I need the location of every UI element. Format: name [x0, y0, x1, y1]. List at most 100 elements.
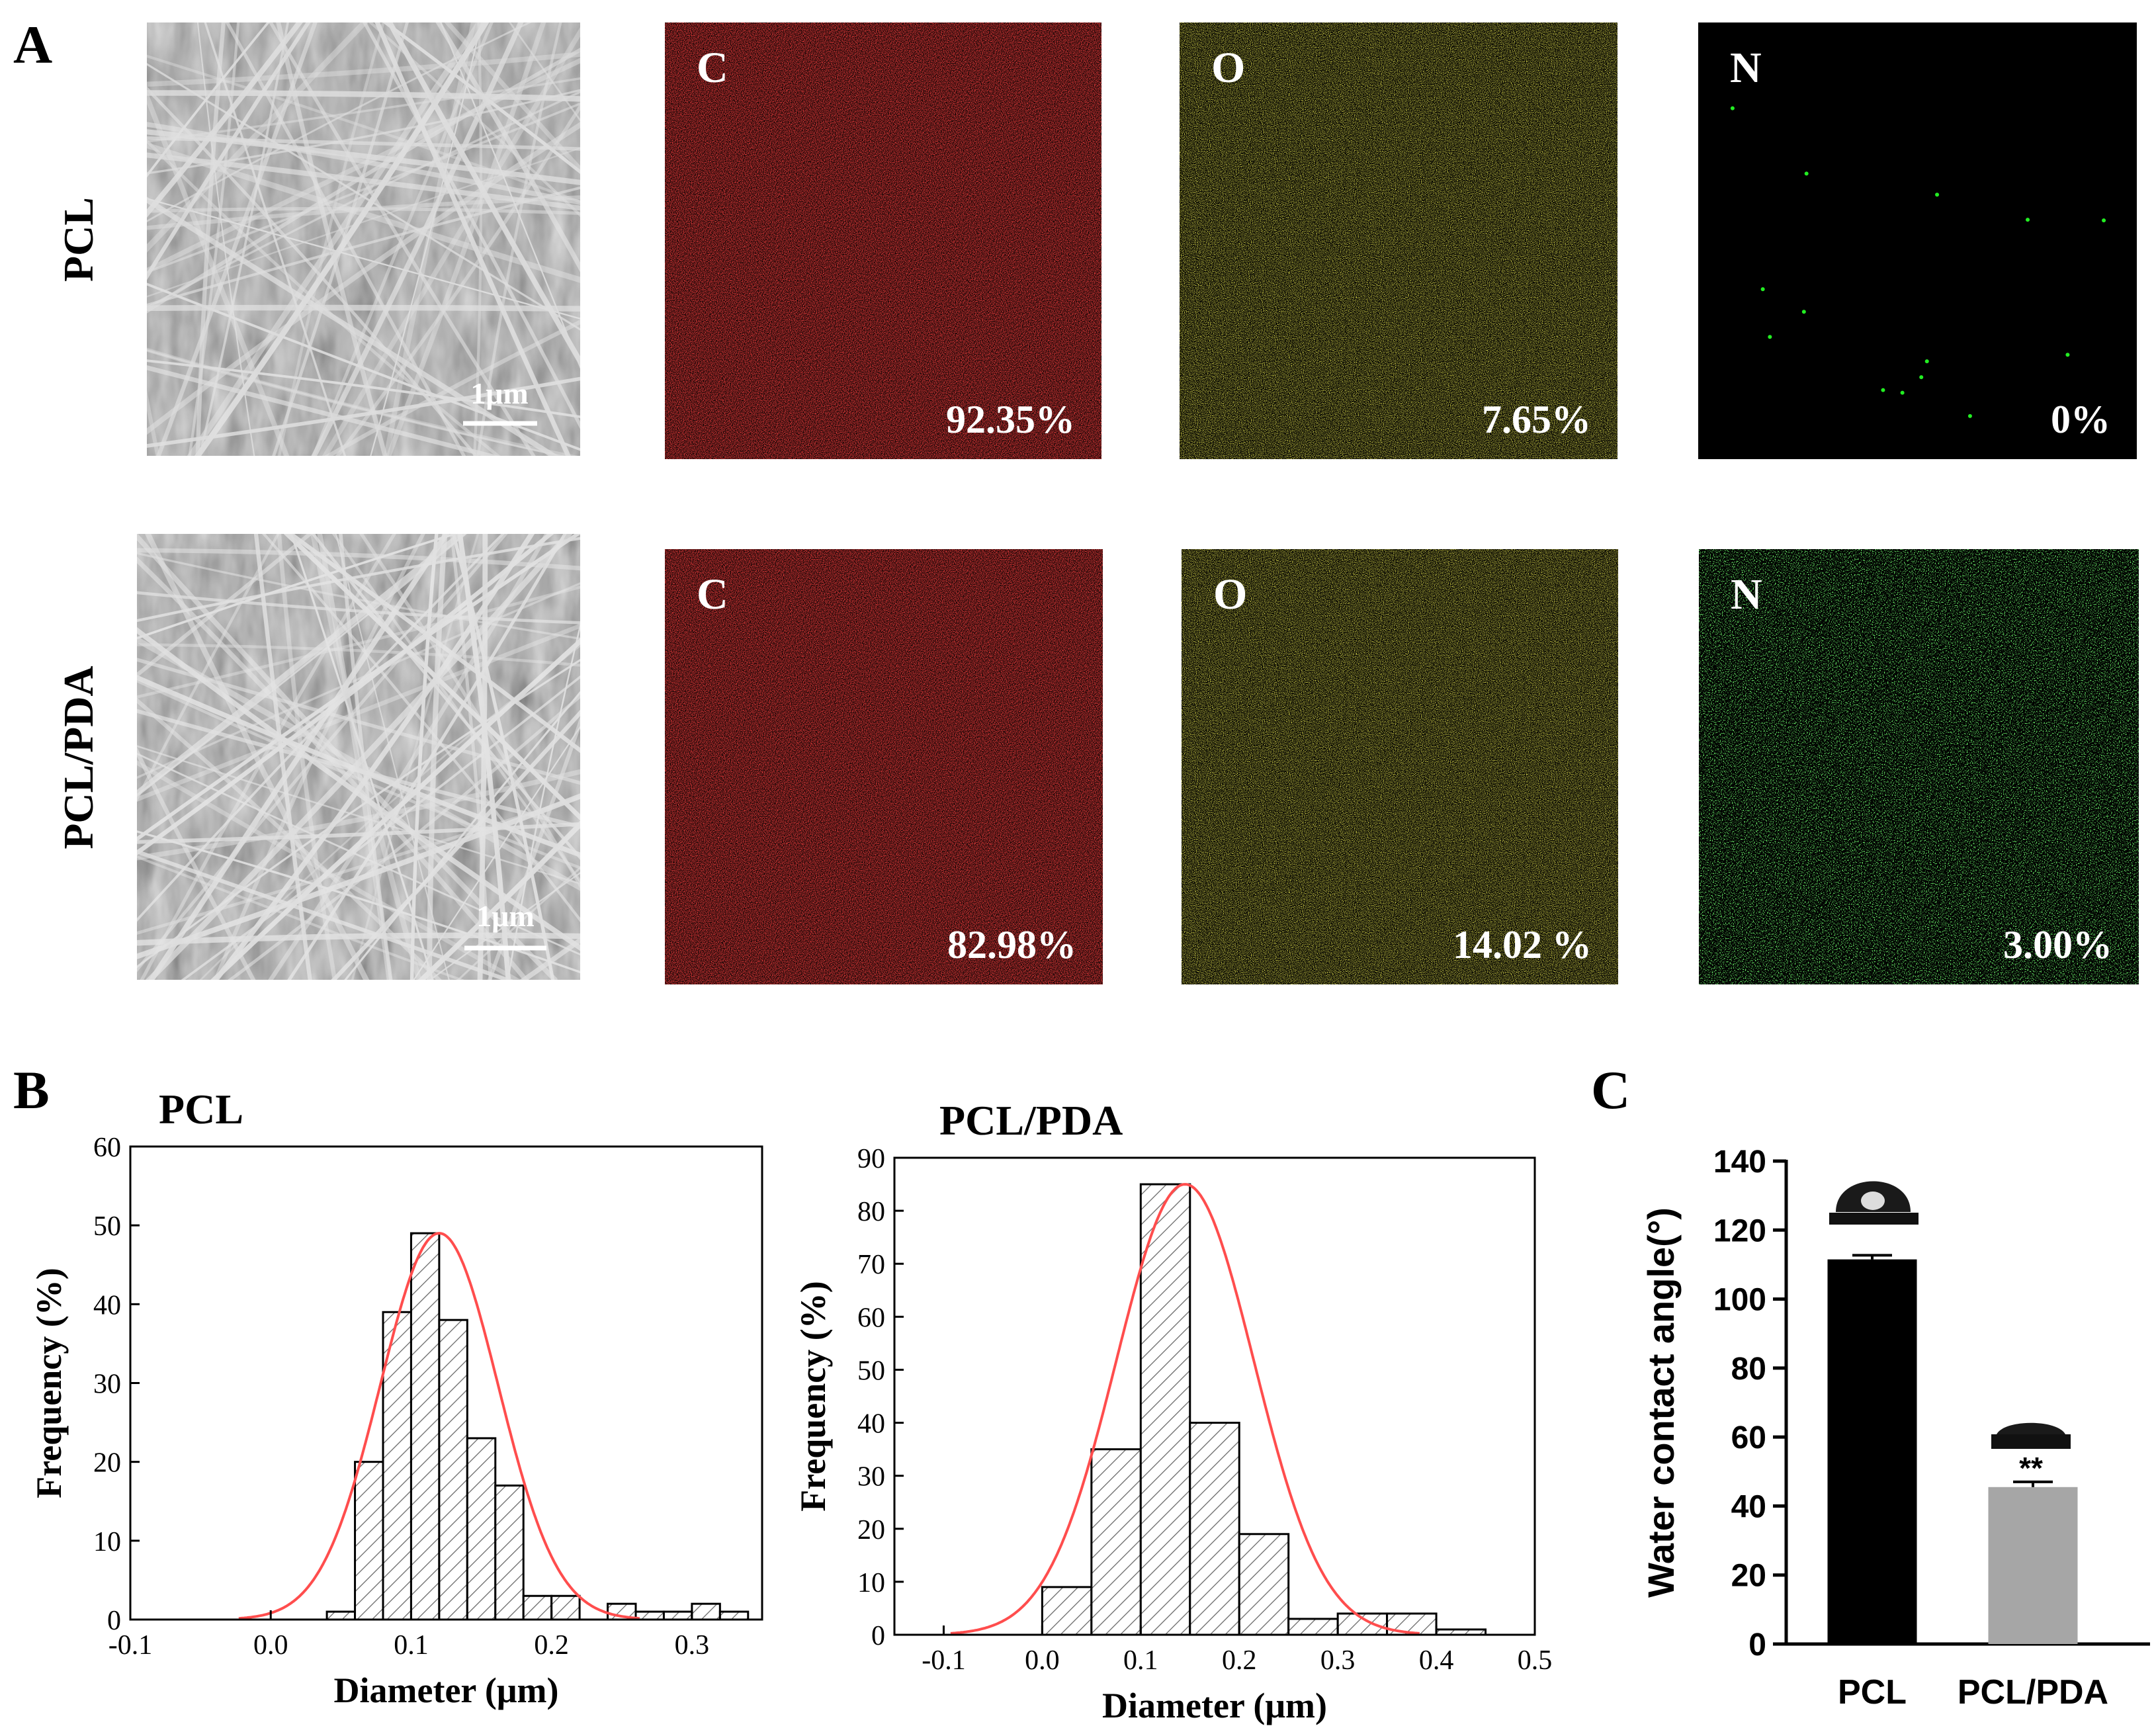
y-tick-label: 80	[1731, 1352, 1766, 1387]
panel-label-b: B	[13, 1060, 50, 1120]
x-tick-label: -0.1	[922, 1645, 966, 1676]
x-tick-label: 0.0	[1025, 1645, 1060, 1676]
x-tick-label: 0.3	[675, 1630, 710, 1661]
y-tick-label: 30	[857, 1462, 885, 1493]
y-tick-label: 60	[93, 1133, 121, 1163]
histogram-bar	[1041, 1586, 1093, 1636]
histogram-bar	[522, 1594, 553, 1621]
y-tick-label: 50	[857, 1356, 885, 1386]
eds-map-c: C 82.98%	[665, 549, 1103, 984]
gaussian-fit-curve	[950, 1183, 1420, 1635]
y-tick-label: 60	[857, 1303, 885, 1333]
y-axis-label: Water contact angle(°)	[1640, 1207, 1682, 1598]
eds-percentage-label: 0%	[2051, 398, 2110, 441]
contact-angle-chart: 0 20 40 60 80 100 120 140 PCL PCL/PDA ** Water cont…	[1640, 1145, 2150, 1712]
x-tick-label: -0.1	[108, 1630, 153, 1661]
histogram-pcl: PCL 0 10 20 30 40 50 60 -0.1 0.0 0.1 0.2 0.3 Diameter…	[29, 1086, 763, 1710]
histogram-bar	[634, 1610, 665, 1621]
chart-title: PCL/PDA	[939, 1097, 1123, 1144]
contact-angle-bar	[1827, 1259, 1917, 1644]
y-tick-label: 10	[857, 1568, 885, 1598]
y-tick-label: 100	[1713, 1283, 1766, 1318]
histogram-bar	[494, 1484, 525, 1621]
eds-map-n: N 3.00%	[1699, 549, 2139, 984]
y-axis-label: Frequency (%)	[29, 1268, 69, 1498]
scale-bar-label: 1μm	[476, 899, 534, 933]
x-tick-label: 0.2	[1222, 1645, 1257, 1676]
histogram-bar	[718, 1610, 750, 1621]
histogram-bar	[550, 1594, 581, 1621]
plot-frame	[893, 1156, 1536, 1636]
scale-bar-label: 1μm	[470, 376, 528, 410]
y-tick-label: 50	[93, 1211, 121, 1242]
histogram-pcl-pda: PCL/PDA 0 10 20 30 40 50 60 70 80 90 -0.1 0.0 0.1 0.2 0…	[793, 1097, 1552, 1725]
y-tick-label: 40	[857, 1409, 885, 1440]
histogram-bar	[1238, 1533, 1290, 1636]
histogram-bar	[466, 1437, 497, 1621]
y-tick-label: 0	[107, 1606, 121, 1636]
panel-label-c: C	[1591, 1060, 1630, 1120]
eds-percentage-label: 14.02 %	[1453, 923, 1592, 967]
y-tick-label: 60	[1731, 1420, 1766, 1455]
histogram-bar	[354, 1461, 384, 1621]
sem-image-pcl-pda: 1μm	[137, 534, 580, 980]
eds-element-label: C	[697, 44, 728, 92]
x-category-label: PCL/PDA	[1958, 1673, 2108, 1712]
histogram-bar	[438, 1319, 468, 1621]
eds-map-n: N 0%	[1698, 22, 2137, 459]
row-label-pcl: PCL	[55, 197, 102, 282]
eds-percentage-label: 82.98%	[947, 923, 1076, 967]
histogram-bar	[1139, 1183, 1191, 1636]
x-tick-label: 0.5	[1518, 1645, 1553, 1676]
y-axis-label: Frequency (%)	[793, 1281, 833, 1511]
histogram-bar	[1189, 1422, 1240, 1636]
histogram-bar	[662, 1610, 693, 1621]
droplet-pcl-icon	[1829, 1181, 1919, 1225]
y-tick-label: 20	[93, 1448, 121, 1479]
x-tick-label: 0.4	[1419, 1645, 1454, 1676]
eds-map-o: O 14.02 %	[1182, 549, 1618, 984]
eds-element-label: N	[1730, 44, 1762, 92]
histogram-bar	[691, 1602, 721, 1621]
x-tick-label: 0.1	[1123, 1645, 1158, 1676]
row-label-pcl-pda: PCL/PDA	[55, 666, 102, 849]
y-tick-label: 10	[93, 1527, 121, 1557]
eds-element-label: C	[697, 570, 728, 619]
eds-percentage-label: 3.00%	[2003, 923, 2112, 967]
y-tick-label: 40	[93, 1290, 121, 1321]
histogram-bar	[410, 1232, 441, 1621]
y-tick-label: 80	[857, 1197, 885, 1227]
histogram-bar	[382, 1311, 412, 1621]
y-tick-label: 0	[1748, 1627, 1766, 1663]
y-tick-label: 20	[1731, 1559, 1766, 1594]
x-tick-label: 0.1	[394, 1630, 429, 1661]
y-tick-label: 20	[857, 1515, 885, 1545]
eds-map-c: C 92.35%	[665, 22, 1101, 459]
x-tick-label: 0.0	[253, 1630, 288, 1661]
y-tick-label: 120	[1713, 1213, 1766, 1248]
significance-annotation: **	[2019, 1451, 2043, 1485]
contact-angle-bar	[1988, 1487, 2078, 1644]
y-tick-label: 70	[857, 1250, 885, 1280]
sem-image-pcl: 1μm	[147, 22, 580, 456]
x-tick-label: 0.3	[1320, 1645, 1356, 1676]
eds-map-o: O 7.65%	[1180, 22, 1617, 459]
x-category-label: PCL	[1838, 1673, 1907, 1712]
panel-label-a: A	[13, 15, 52, 75]
x-tick-label: 0.2	[534, 1630, 569, 1661]
y-tick-label: 30	[93, 1369, 121, 1400]
histogram-bar	[1287, 1618, 1339, 1636]
eds-element-label: N	[1731, 570, 1762, 619]
eds-element-label: O	[1211, 44, 1245, 92]
eds-percentage-label: 92.35%	[946, 398, 1075, 441]
histogram-bar	[325, 1610, 357, 1621]
x-axis-label: Diameter (μm)	[1102, 1686, 1327, 1725]
y-tick-label: 40	[1731, 1489, 1766, 1524]
histogram-bar	[1090, 1448, 1142, 1636]
y-tick-label: 90	[857, 1144, 885, 1174]
eds-element-label: O	[1213, 570, 1247, 619]
droplet-pcl-pda-icon	[1991, 1422, 2071, 1449]
chart-title: PCL	[159, 1086, 243, 1133]
x-axis-label: Diameter (μm)	[334, 1670, 559, 1710]
